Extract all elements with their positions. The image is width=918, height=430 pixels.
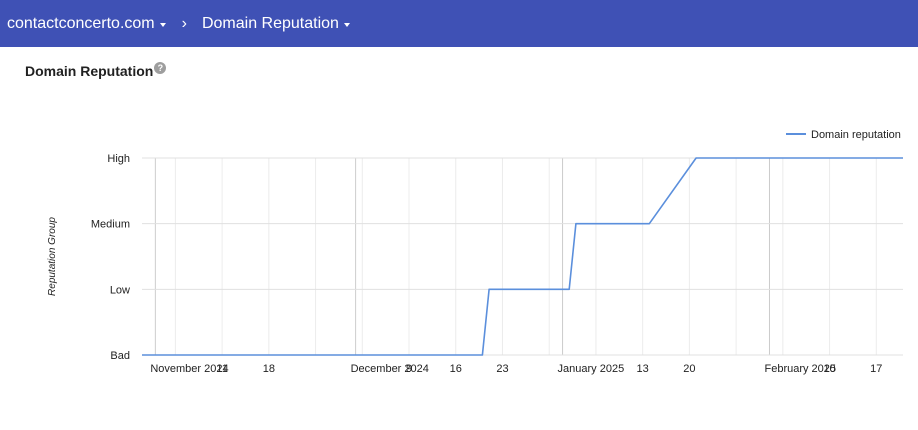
domain-label: contactconcerto.com [7, 14, 155, 32]
page-selector[interactable]: Domain Reputation [202, 15, 350, 33]
series-line-domain-reputation [142, 157, 903, 356]
x-tick-label: 17 [870, 363, 882, 375]
x-tick-label: 9 [406, 363, 412, 375]
x-tick-label: January 2025 [558, 363, 625, 375]
page-title: Domain Reputation [25, 63, 154, 79]
top-app-bar: contactconcerto.com › Domain Reputation [0, 0, 918, 47]
breadcrumb-separator-icon: › [181, 14, 187, 32]
x-tick-label: 20 [683, 363, 695, 375]
help-icon[interactable]: ? [154, 62, 167, 74]
x-tick-label: 13 [637, 363, 649, 375]
domain-selector[interactable]: contactconcerto.com [7, 15, 166, 33]
page-label: Domain Reputation [201, 14, 339, 32]
dropdown-caret-icon [343, 22, 350, 27]
x-tick-label: 23 [496, 363, 508, 375]
x-tick-label: 16 [450, 363, 462, 375]
y-tick-label: High [107, 153, 130, 165]
y-tick-label: Bad [110, 350, 130, 362]
x-tick-label: November 2024 [150, 363, 228, 375]
x-tick-label: December 2024 [351, 363, 429, 375]
x-tick-label: 10 [823, 363, 835, 375]
x-tick-label: February 2025 [764, 363, 836, 375]
x-tick-label: 11 [216, 363, 227, 375]
x-tick-label: 18 [263, 363, 275, 375]
y-axis-title: Reputation Group [47, 217, 58, 296]
y-tick-label: Medium [91, 219, 130, 231]
y-tick-label: Low [110, 284, 130, 296]
title-row: Domain Reputation ? [25, 62, 167, 79]
legend-label: Domain reputation [811, 129, 901, 141]
dropdown-caret-icon [159, 22, 166, 27]
